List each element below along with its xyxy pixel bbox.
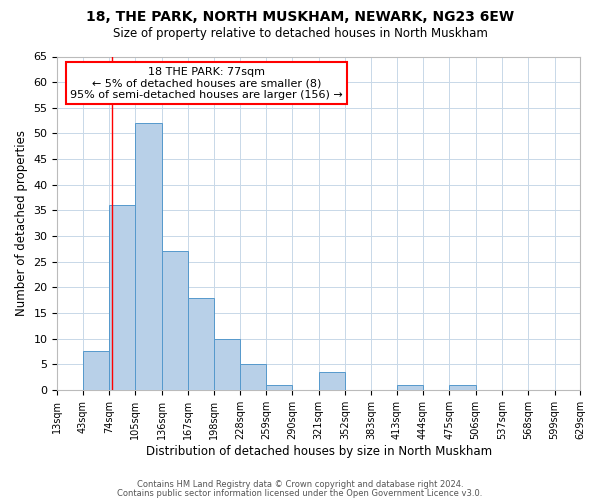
Text: Contains public sector information licensed under the Open Government Licence v3: Contains public sector information licen… — [118, 488, 482, 498]
Bar — [109, 205, 136, 390]
Text: Size of property relative to detached houses in North Muskham: Size of property relative to detached ho… — [113, 28, 487, 40]
Text: 18, THE PARK, NORTH MUSKHAM, NEWARK, NG23 6EW: 18, THE PARK, NORTH MUSKHAM, NEWARK, NG2… — [86, 10, 514, 24]
Bar — [214, 338, 240, 390]
Bar — [240, 364, 266, 390]
Bar — [162, 252, 188, 390]
Bar — [266, 384, 292, 390]
Bar — [136, 123, 162, 390]
Bar — [397, 384, 423, 390]
Bar — [83, 352, 109, 390]
Text: 18 THE PARK: 77sqm
← 5% of detached houses are smaller (8)
95% of semi-detached : 18 THE PARK: 77sqm ← 5% of detached hous… — [70, 66, 343, 100]
Bar — [188, 298, 214, 390]
Bar — [449, 384, 476, 390]
Y-axis label: Number of detached properties: Number of detached properties — [15, 130, 28, 316]
X-axis label: Distribution of detached houses by size in North Muskham: Distribution of detached houses by size … — [146, 444, 492, 458]
Text: Contains HM Land Registry data © Crown copyright and database right 2024.: Contains HM Land Registry data © Crown c… — [137, 480, 463, 489]
Bar — [319, 372, 345, 390]
